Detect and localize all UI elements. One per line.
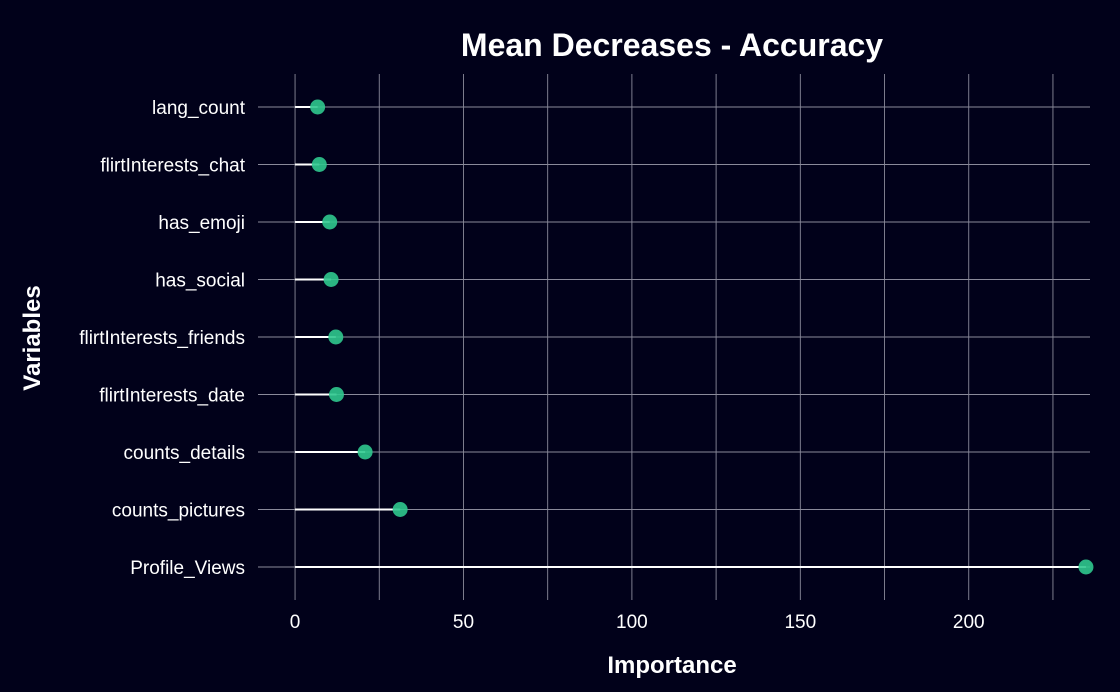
x-tick-label: 150 (784, 612, 816, 633)
lollipop-point (328, 387, 344, 402)
lollipop-point (323, 272, 339, 287)
y-tick-labels: lang_count flirtInterests_chat has_emojiha… (79, 98, 246, 579)
y-tick-label: counts_details (124, 443, 245, 464)
y-tick-label: flirtInterests_date (99, 386, 245, 407)
y-tick-label: Profile_Views (130, 558, 245, 579)
y-tick-label: has_social (155, 271, 245, 292)
lollipop-point (328, 329, 344, 345)
x-tick-label: 100 (616, 612, 648, 633)
y-tick-label: counts_pictures (112, 501, 245, 522)
y-tick-label: lang_count (152, 98, 246, 119)
lollipop-point (310, 99, 326, 115)
y-tick-label: flirtInterests_chat (100, 156, 245, 177)
point-layer (310, 99, 1094, 575)
x-axis-title: Importance (607, 652, 736, 679)
lollipop-point (322, 214, 338, 230)
x-tick-label: 0 (290, 612, 301, 633)
y-tick-label: has_emoji (158, 213, 245, 234)
x-tick-label: 50 (453, 612, 474, 633)
lollipop-point (1078, 559, 1094, 575)
lollipop-point (392, 502, 408, 517)
x-tick-labels: 0 50 100 150 200 (290, 612, 985, 633)
x-tick-label: 200 (953, 612, 985, 633)
y-tick-label: flirtInterests_friends (79, 328, 245, 349)
lollipop-point (311, 157, 327, 172)
chart-title: Mean Decreases - Accuracy (461, 27, 883, 63)
y-axis-title: Variables (19, 285, 46, 390)
lollipop-point (357, 444, 373, 460)
